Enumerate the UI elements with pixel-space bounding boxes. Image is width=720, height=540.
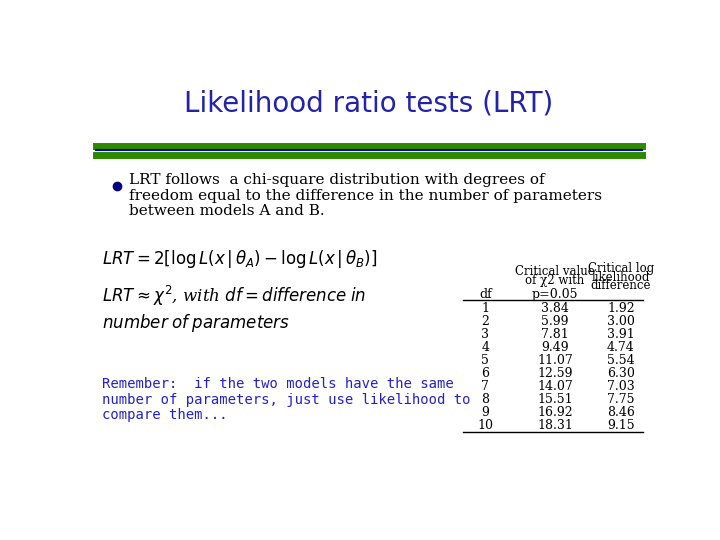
Text: 15.51: 15.51 (537, 393, 573, 406)
Text: 9.49: 9.49 (541, 341, 569, 354)
Text: 18.31: 18.31 (537, 420, 573, 433)
Text: 6: 6 (481, 367, 490, 380)
Text: Likelihood ratio tests (LRT): Likelihood ratio tests (LRT) (184, 89, 554, 117)
Text: 3.00: 3.00 (607, 315, 635, 328)
Text: Critical log: Critical log (588, 262, 654, 275)
Text: between models A and B.: between models A and B. (129, 204, 325, 218)
Text: number of parameters, just use likelihood to: number of parameters, just use likelihoo… (102, 393, 470, 407)
Text: freedom equal to the difference in the number of parameters: freedom equal to the difference in the n… (129, 188, 602, 202)
Text: likelihood: likelihood (592, 271, 650, 284)
Text: 3.84: 3.84 (541, 302, 569, 315)
Text: 9: 9 (481, 406, 489, 420)
Text: 7.75: 7.75 (607, 393, 634, 406)
Text: compare them...: compare them... (102, 408, 228, 422)
Text: $number\;of\;  parameters$: $number\;of\; parameters$ (102, 312, 289, 334)
Text: 14.07: 14.07 (537, 380, 573, 393)
Text: 2: 2 (481, 315, 489, 328)
Text: 8: 8 (481, 393, 490, 406)
Text: 6.30: 6.30 (607, 367, 635, 380)
Text: 4.74: 4.74 (607, 341, 635, 354)
Text: 9.15: 9.15 (607, 420, 635, 433)
Text: 4: 4 (481, 341, 490, 354)
Text: 5.99: 5.99 (541, 315, 569, 328)
Text: 3: 3 (481, 328, 490, 341)
Text: $LRT = 2[\log L(x\,|\,\theta_A) - \log L(x\,|\,\theta_B)]$: $LRT = 2[\log L(x\,|\,\theta_A) - \log L… (102, 248, 377, 270)
Text: 1.92: 1.92 (607, 302, 635, 315)
Text: Remember:  if the two models have the same: Remember: if the two models have the sam… (102, 377, 454, 392)
Text: 5.54: 5.54 (607, 354, 635, 367)
Text: 12.59: 12.59 (537, 367, 572, 380)
Text: p=0.05: p=0.05 (532, 288, 578, 301)
Text: 3.91: 3.91 (607, 328, 635, 341)
Text: 8.46: 8.46 (607, 406, 635, 420)
Text: 7.03: 7.03 (607, 380, 635, 393)
Text: 5: 5 (481, 354, 489, 367)
Text: 7.81: 7.81 (541, 328, 569, 341)
Text: 1: 1 (481, 302, 490, 315)
Text: 7: 7 (481, 380, 489, 393)
Text: $LRT \approx \chi^2$, with $df = difference\;in$: $LRT \approx \chi^2$, with $df = differe… (102, 284, 366, 308)
Text: Critical value: Critical value (515, 265, 595, 278)
Text: 16.92: 16.92 (537, 406, 573, 420)
Text: difference: difference (590, 279, 651, 292)
Text: 10: 10 (477, 420, 493, 433)
Text: of χ2 with: of χ2 with (526, 274, 585, 287)
Text: 11.07: 11.07 (537, 354, 573, 367)
Text: df: df (479, 288, 492, 301)
Text: LRT follows  a chi-square distribution with degrees of: LRT follows a chi-square distribution wi… (129, 173, 544, 187)
